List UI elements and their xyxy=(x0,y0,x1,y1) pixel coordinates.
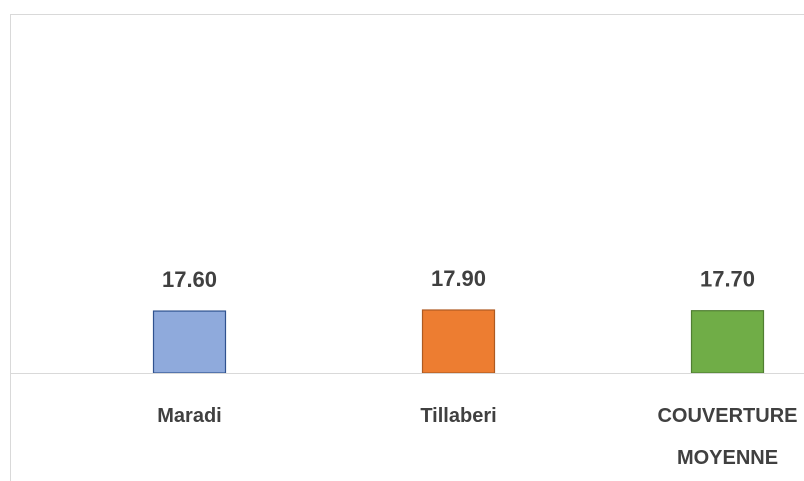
data-label: 17.70 xyxy=(700,267,755,292)
data-label: 17.90 xyxy=(431,266,486,291)
bar xyxy=(152,310,227,374)
x-tick-label: Maradi xyxy=(157,405,222,427)
bar xyxy=(690,310,765,374)
x-tick-label: Tillaberi xyxy=(420,405,497,427)
data-label: 17.60 xyxy=(162,267,217,292)
bar xyxy=(421,309,496,374)
x-tick-label: COUVERTURE MOYENNE xyxy=(657,405,798,469)
